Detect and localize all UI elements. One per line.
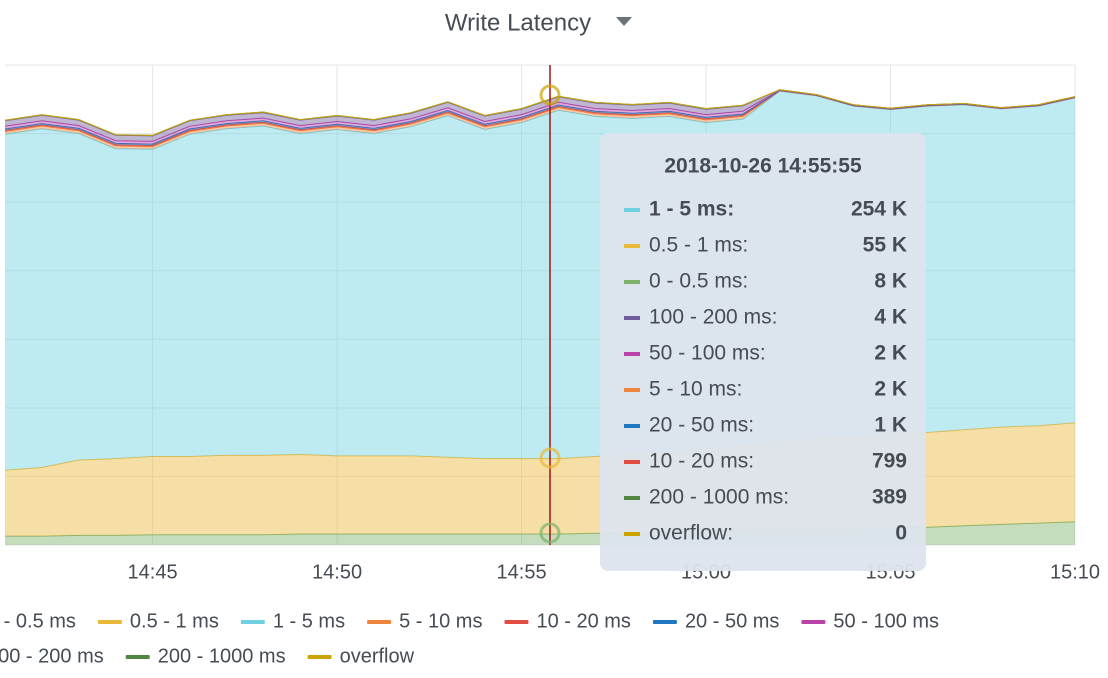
tooltip-value: 1 K	[874, 414, 907, 437]
tooltip-value: 0	[895, 522, 907, 545]
legend-swatch	[367, 620, 392, 624]
legend-swatch	[504, 620, 529, 624]
legend-item[interactable]: 0 - 0.5 ms	[0, 610, 76, 632]
legend-swatch	[97, 620, 122, 624]
tooltip-label: 5 - 10 ms:	[649, 378, 742, 401]
legend-swatch	[125, 655, 150, 659]
tooltip-value: 389	[872, 486, 907, 509]
crosshair-point	[539, 84, 561, 106]
tooltip-label: overflow:	[649, 522, 733, 545]
tooltip-label: 100 - 200 ms:	[649, 306, 777, 329]
legend-label: 0.5 - 1 ms	[130, 610, 219, 632]
legend-label: 200 - 1000 ms	[158, 645, 286, 667]
tooltip-value: 55 K	[863, 234, 907, 257]
tooltip-label: 200 - 1000 ms:	[649, 486, 789, 509]
legend-label: overflow	[340, 645, 415, 667]
tooltip-swatch	[624, 532, 640, 536]
legend-item[interactable]: 20 - 50 ms	[652, 610, 779, 632]
tooltip-time: 2018-10-26 14:55:55	[664, 155, 862, 178]
tooltip-swatch	[624, 280, 640, 284]
legend-label: 0 - 0.5 ms	[0, 610, 76, 632]
tooltip-value: 2 K	[874, 342, 907, 365]
legend-swatch	[307, 655, 332, 659]
x-tick-label: 14:55	[497, 561, 547, 583]
tooltip-box	[600, 133, 926, 571]
x-tick-label: 15:10	[1050, 561, 1100, 583]
tooltip-label: 0 - 0.5 ms:	[649, 270, 748, 293]
legend-label: 5 - 10 ms	[399, 610, 482, 632]
tooltip-label: 0.5 - 1 ms:	[649, 234, 748, 257]
tooltip-swatch	[624, 352, 640, 356]
x-tick-label: 14:45	[128, 561, 178, 583]
panel-header[interactable]: Write Latency	[445, 9, 632, 36]
legend-item[interactable]: 0.5 - 1 ms	[97, 610, 219, 632]
legend-label: 50 - 100 ms	[833, 610, 939, 632]
legend-swatch	[801, 620, 826, 624]
chart-title[interactable]: Write Latency	[445, 9, 591, 36]
tooltip-swatch	[624, 460, 640, 464]
x-tick-label: 14:50	[312, 561, 362, 583]
legend-item[interactable]: 50 - 100 ms	[801, 610, 939, 632]
legend-item[interactable]: 5 - 10 ms	[367, 610, 482, 632]
legend-label: 100 - 200 ms	[0, 645, 104, 667]
tooltip-swatch	[624, 208, 640, 212]
tooltip-swatch	[624, 244, 640, 248]
tooltip-label: 20 - 50 ms:	[649, 414, 754, 437]
tooltip-label: 50 - 100 ms:	[649, 342, 766, 365]
legend-label: 1 - 5 ms	[273, 610, 345, 632]
area	[5, 89, 1075, 142]
legend-label: 10 - 20 ms	[536, 610, 630, 632]
tooltip-swatch	[624, 496, 640, 500]
legend-item[interactable]: 200 - 1000 ms	[125, 645, 286, 667]
legend-swatch	[652, 620, 677, 624]
tooltip-value: 4 K	[874, 306, 907, 329]
tooltip-swatch	[624, 388, 640, 392]
tooltip-value: 254 K	[851, 198, 907, 221]
legend-item[interactable]: 100 - 200 ms	[0, 645, 104, 667]
tooltip-label: 1 - 5 ms:	[649, 198, 734, 221]
legend-item[interactable]: 1 - 5 ms	[240, 610, 345, 632]
tooltip-label: 10 - 20 ms:	[649, 450, 754, 473]
area-line	[4, 89, 1076, 136]
tooltip-swatch	[624, 424, 640, 428]
crosshair-point	[539, 447, 561, 469]
tooltip-value: 2 K	[874, 378, 907, 401]
legend-label: 20 - 50 ms	[685, 610, 779, 632]
tooltip-value: 8 K	[874, 270, 907, 293]
legend-item[interactable]: 10 - 20 ms	[504, 610, 631, 632]
legend-swatch	[240, 620, 265, 624]
tooltip: 2018-10-26 14:55:55 1 - 5 ms: 254 K 0.5 - …	[600, 133, 926, 571]
tooltip-swatch	[624, 316, 640, 320]
legend-item[interactable]: overflow	[307, 645, 415, 667]
crosshair-point	[539, 522, 561, 544]
title-caret[interactable]	[616, 17, 632, 26]
tooltip-value: 799	[872, 450, 907, 473]
